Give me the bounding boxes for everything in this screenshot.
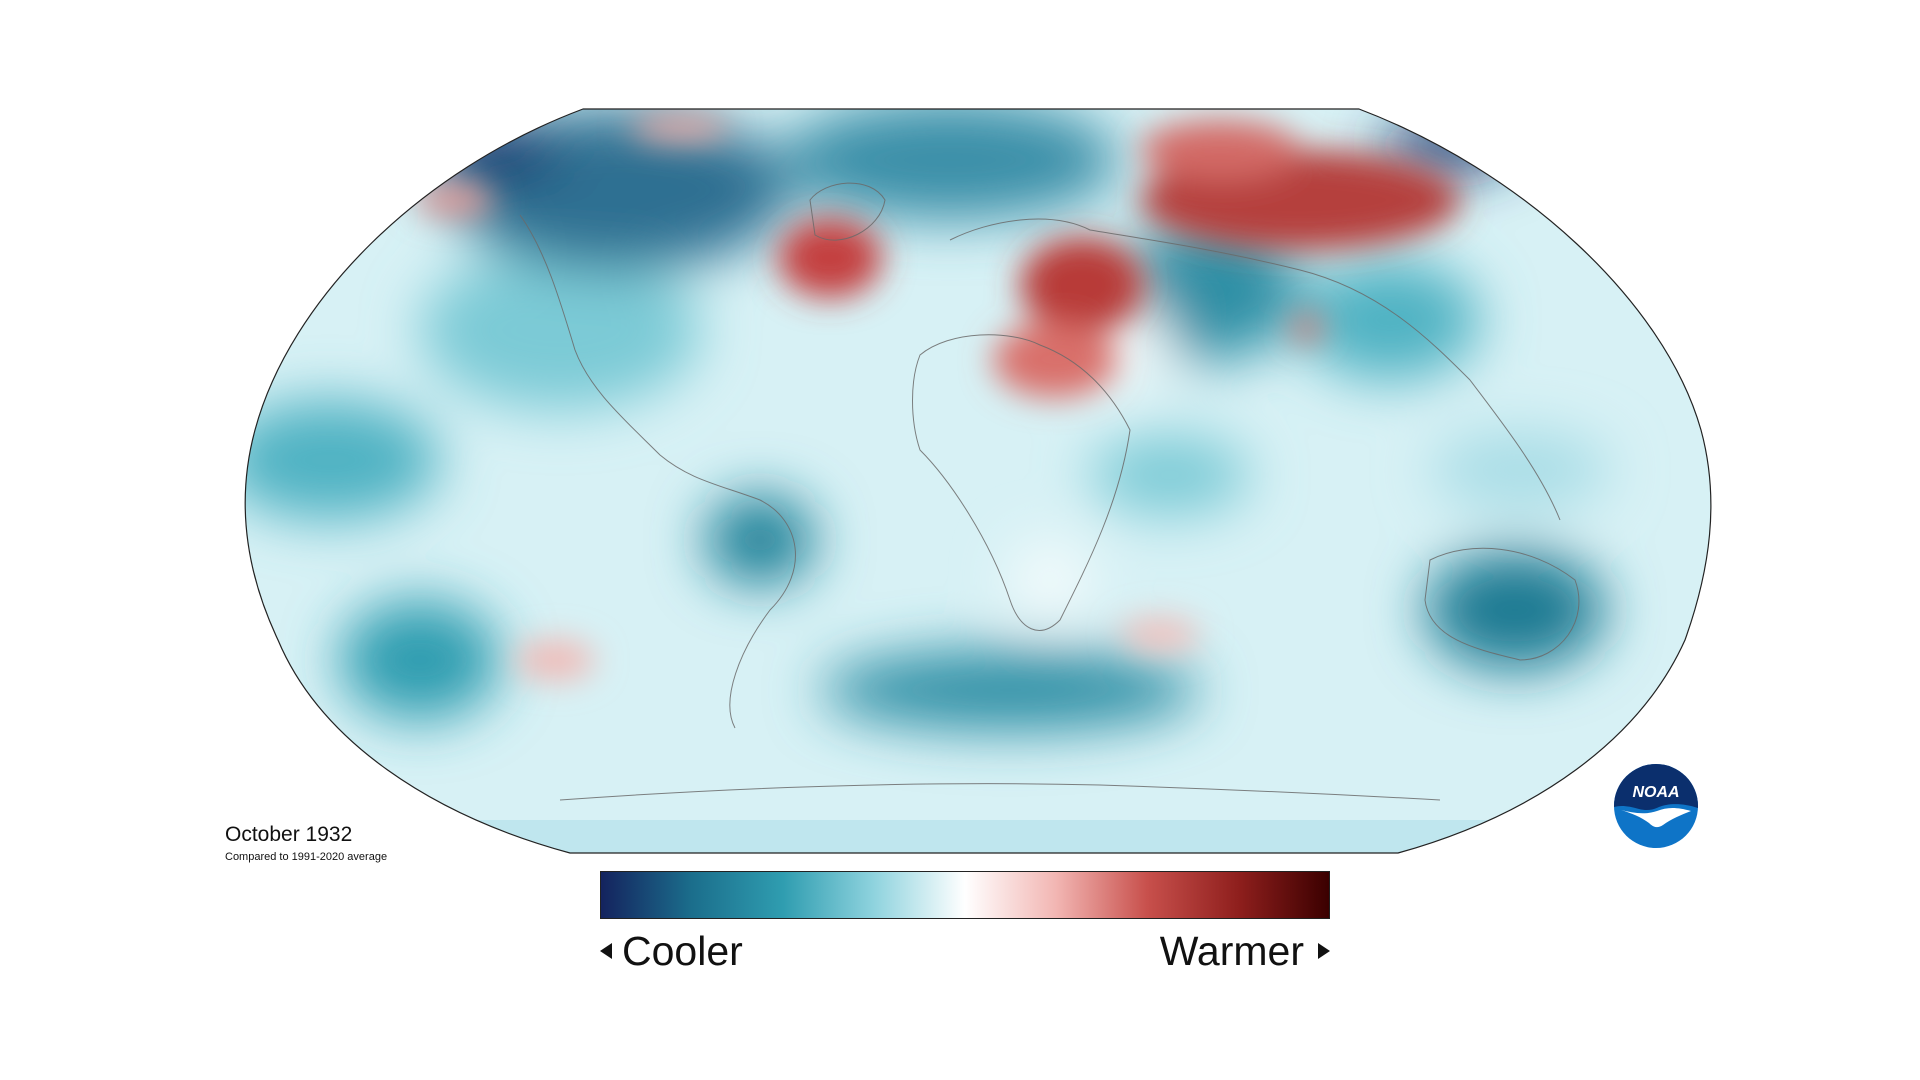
noaa-logo: NOAA — [1614, 764, 1698, 848]
noaa-logo-text: NOAA — [1632, 784, 1679, 801]
cooler-label-group: Cooler — [600, 928, 743, 974]
cooler-label: Cooler — [622, 928, 743, 974]
colorbar — [600, 871, 1330, 919]
coastlines — [519, 182, 1580, 801]
warmer-label: Warmer — [1159, 928, 1304, 974]
title-block: October 1932 Compared to 1991-2020 avera… — [225, 823, 387, 864]
left-arrow-icon — [600, 943, 612, 959]
map-subtitle: Compared to 1991-2020 average — [225, 851, 388, 863]
map-outline — [244, 108, 1712, 854]
right-arrow-icon — [1318, 943, 1330, 959]
anomaly-field — [245, 109, 1711, 853]
map-title: October 1932 — [225, 823, 353, 846]
warmer-label-group: Warmer — [1160, 928, 1330, 974]
